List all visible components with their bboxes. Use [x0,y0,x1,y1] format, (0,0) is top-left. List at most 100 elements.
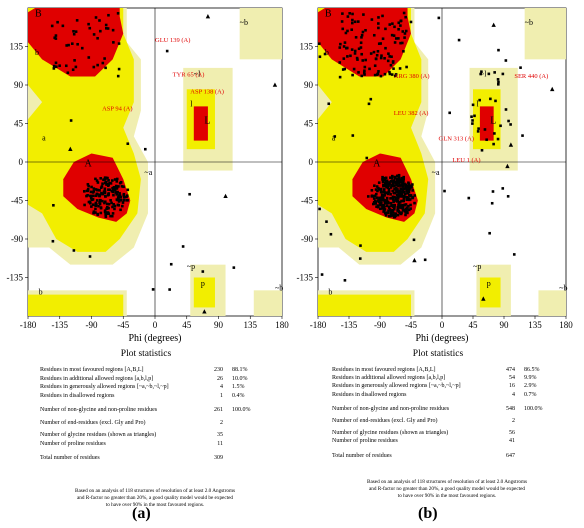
region-core [479,106,494,141]
residue-point [99,186,103,190]
region-label: p [201,279,205,288]
residue-point [387,190,391,194]
residue-point [58,64,61,68]
residue-point [391,189,394,193]
residue-point [109,198,112,202]
residue-point [405,188,409,192]
residue-point [109,182,113,185]
residue-point [404,213,407,217]
residue-point [402,199,405,203]
residue-point [402,49,405,53]
residue-point [504,59,508,62]
residue-point [388,183,391,186]
residue-point [490,201,494,205]
residue-point [143,147,147,151]
residue-point [181,245,185,248]
residue-point [115,180,119,183]
residue-point [101,61,105,65]
residue-point [110,201,113,205]
residue-point [118,181,122,185]
residue-point [364,58,367,62]
residue-point [506,195,510,198]
residue-point [392,215,396,219]
psi-tick-label: -135 [297,273,314,283]
residue-point [87,56,91,59]
residue-point [112,193,115,197]
residue-point [379,202,382,205]
phi-tick-label: -180 [20,320,37,330]
residue-point [398,181,401,185]
region-core [318,8,411,77]
residue-point [394,213,397,217]
residue-point [397,37,400,40]
stats-row-count: 474 [506,367,515,373]
residue-point [360,74,364,78]
residue-point [483,128,487,131]
residue-point [479,72,482,76]
residue-point [396,207,400,210]
residue-point [346,29,349,33]
residue-point [379,203,382,207]
stats-row-count: 261 [214,407,223,413]
residue-point [407,204,410,208]
residue-point [98,194,101,198]
residue-point [98,19,101,22]
residue-point [401,181,405,184]
residue-point [389,211,393,214]
residue-point [96,36,99,40]
residue-point [372,202,375,206]
residue-point [497,80,500,84]
residue-point [488,231,491,235]
residue-point [100,185,104,188]
residue-point [85,194,88,198]
residue-point [497,83,500,86]
residue-point [493,71,496,74]
residue-point [232,266,236,269]
residue-point [116,190,119,194]
residue-point [374,200,378,204]
glycine-triangle [202,309,207,314]
residue-point [401,194,405,198]
residue-label: ASP 138 (A) [190,89,224,96]
residue-point [409,207,412,210]
residue-point [107,206,110,210]
residue-point [64,64,68,68]
residue-point [363,65,367,69]
residue-point [388,70,391,74]
residue-point [92,65,96,69]
residue-point [478,98,481,102]
residue-point [396,196,400,200]
residue-point [123,196,126,199]
residue-point [388,55,391,58]
residue-point [114,184,118,188]
residue-point [387,184,390,188]
region-generous [538,290,566,316]
residue-point [376,189,379,193]
phi-tick-label: -135 [341,320,358,330]
residue-point [112,203,115,206]
residue-point [457,38,461,42]
residue-label: TYR 65 (A) [173,71,205,78]
phi-tick-label: 180 [275,320,289,330]
residue-point [103,191,107,195]
region-label: ~b [559,283,567,292]
residue-point [345,46,348,50]
stats-row-percent: 0.7% [524,391,537,398]
residue-point [90,194,94,198]
residue-point [470,115,473,119]
ramachandran-plot-b: Bb Aa ~a l ~l L ~b p ~p b ~b ARG 380 (A) LEU 382 (A)… [297,7,573,344]
residue-point [499,124,502,128]
residue-point [400,178,404,182]
stats-row-percent: 10.0% [232,375,248,382]
phi-tick-label: 135 [528,320,542,330]
residue-point [113,207,116,211]
residue-point [379,42,382,45]
residue-point [382,210,385,213]
residue-point [125,198,128,202]
residue-point [395,174,399,178]
residue-point [437,16,441,20]
note-line: Based on an analysis of 118 structures o… [74,488,236,494]
residue-point [400,176,404,180]
residue-point [361,59,365,62]
